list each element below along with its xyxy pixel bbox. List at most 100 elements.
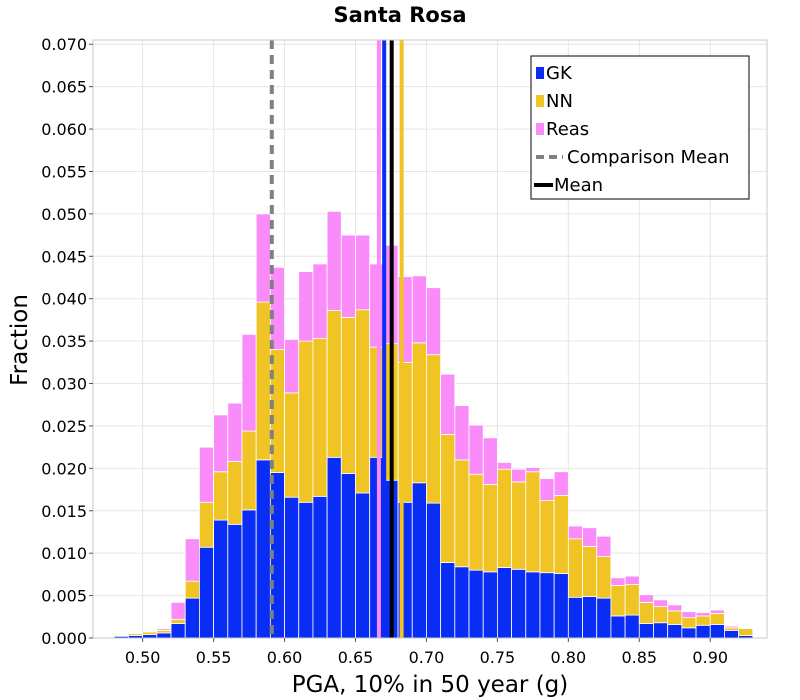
bar-gk <box>582 596 598 639</box>
bar-gk <box>298 501 314 639</box>
bar-reas <box>653 599 669 608</box>
bar-reas <box>567 525 583 540</box>
bar-gk <box>142 634 158 639</box>
bar-nn <box>638 601 654 624</box>
bar-reas <box>553 471 569 496</box>
bar-nn <box>369 346 385 458</box>
bar-reas <box>511 468 527 483</box>
bar-nn <box>482 484 498 573</box>
bar-reas <box>596 535 612 557</box>
bar-gk <box>199 546 215 639</box>
bar-gk <box>227 523 243 639</box>
bar-nn <box>355 309 371 494</box>
bar-nn <box>695 615 711 626</box>
bar-nn <box>525 471 541 573</box>
bar-gk <box>653 622 669 639</box>
bar-gk <box>624 614 640 639</box>
bar-gk <box>553 573 569 639</box>
bar-nn <box>326 310 342 458</box>
bar-reas <box>255 213 271 303</box>
bar-reas <box>638 594 654 603</box>
bar-reas <box>227 402 243 462</box>
legend: GK NN Reas Comparison Mean Mean <box>530 55 750 200</box>
legend-swatch-gk <box>536 67 544 79</box>
bar-gk <box>326 456 342 639</box>
bar-gk <box>355 492 371 639</box>
bar-reas <box>213 414 229 473</box>
bar-gk <box>511 568 527 639</box>
y-axis-label: Fraction <box>7 294 33 386</box>
legend-label-nn: NN <box>546 91 573 112</box>
bar-reas <box>440 373 456 435</box>
bar-nn <box>709 613 725 625</box>
y-tick-label: 0.055 <box>41 162 87 181</box>
bar-nn <box>681 617 697 629</box>
x-tick-label: 0.65 <box>338 648 374 667</box>
bar-nn <box>184 580 200 599</box>
bar-gk <box>596 597 612 639</box>
bar-gk <box>170 623 186 639</box>
y-tick-label: 0.045 <box>41 247 87 266</box>
legend-label-mean: Mean <box>554 175 603 196</box>
legend-label-comparison-mean: Comparison Mean <box>567 147 730 168</box>
bar-reas <box>667 604 683 612</box>
bar-nn <box>298 340 314 503</box>
bar-reas <box>199 446 215 503</box>
bar-reas <box>539 478 555 501</box>
x-tick-label: 0.80 <box>551 648 587 667</box>
bar-reas <box>496 462 512 470</box>
y-tick-label: 0.015 <box>41 502 87 521</box>
legend-box <box>530 55 750 200</box>
bar-nn <box>440 434 456 563</box>
bar-reas <box>681 611 697 619</box>
bar-gk <box>539 572 555 639</box>
bar-nn <box>269 349 285 473</box>
bar-nn <box>284 392 300 498</box>
legend-label-reas: Reas <box>546 119 589 140</box>
bar-gk <box>411 482 427 639</box>
y-tick-label: 0.030 <box>41 375 87 394</box>
y-tick-label: 0.035 <box>41 332 87 351</box>
bar-gk <box>454 566 470 639</box>
bar-reas <box>454 405 470 461</box>
bar-gk <box>468 569 484 639</box>
legend-label-gk: GK <box>546 63 573 84</box>
bar-reas <box>582 527 598 547</box>
bar-nn <box>227 461 243 525</box>
bar-nn <box>454 459 470 568</box>
bar-nn <box>213 471 229 521</box>
chart-title: Santa Rosa <box>333 3 466 27</box>
bar-nn <box>241 430 257 511</box>
y-tick-label: 0.040 <box>41 290 87 309</box>
x-tick-label: 0.55 <box>196 648 232 667</box>
x-tick-label: 0.75 <box>480 648 516 667</box>
bar-gk <box>610 615 626 639</box>
bar-gk <box>496 567 512 639</box>
bar-reas <box>156 628 172 631</box>
legend-swatch-nn <box>536 95 544 107</box>
bar-reas <box>369 263 385 348</box>
bar-gk <box>369 456 385 639</box>
legend-swatch-reas <box>536 123 544 135</box>
bar-reas <box>426 287 442 356</box>
bar-nn <box>411 342 427 484</box>
bar-gk <box>681 627 697 639</box>
y-tick-label: 0.060 <box>41 120 87 139</box>
bar-reas <box>241 333 257 432</box>
bar-gk <box>567 596 583 639</box>
bar-nn <box>199 501 215 548</box>
bar-gk <box>184 597 200 639</box>
bar-reas <box>298 271 314 342</box>
bar-nn <box>667 610 683 625</box>
bar-reas <box>610 577 626 586</box>
bar-nn <box>567 538 583 598</box>
bar-gk <box>724 629 740 639</box>
bar-nn <box>496 468 512 568</box>
y-tick-label: 0.065 <box>41 78 87 97</box>
bar-reas <box>525 467 541 473</box>
bar-reas <box>312 263 328 339</box>
bar-gk <box>638 623 654 639</box>
bar-gk <box>340 473 356 639</box>
bar-nn <box>426 354 442 504</box>
